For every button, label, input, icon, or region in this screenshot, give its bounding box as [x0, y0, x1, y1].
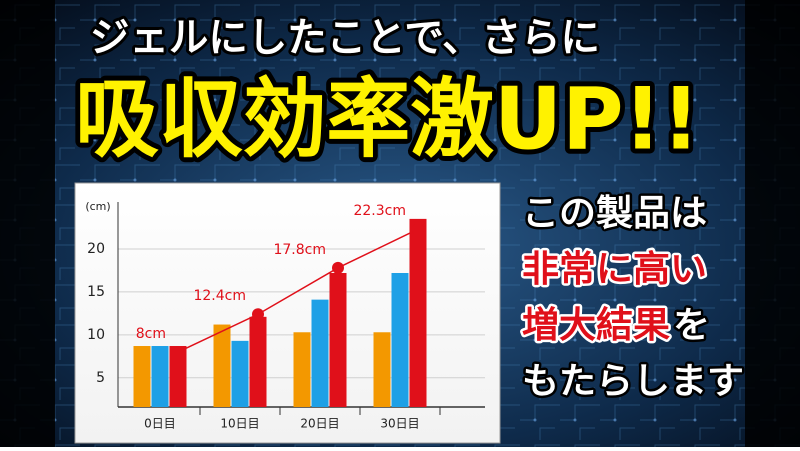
right-band	[745, 0, 800, 447]
data-label: 17.8cm	[273, 242, 326, 258]
side-text-segment: この製品は	[522, 193, 707, 234]
bar	[409, 218, 427, 407]
y-tick-label: 15	[87, 284, 105, 300]
trend-point	[332, 261, 344, 274]
data-label: 8cm	[136, 326, 166, 342]
x-tick-label: 30日目	[380, 417, 419, 431]
bar	[329, 273, 347, 407]
side-text-segment: 非常に高い	[522, 249, 707, 290]
x-tick-label: 20日目	[300, 417, 339, 431]
bar	[169, 346, 187, 407]
side-text-segment: を	[673, 305, 710, 346]
y-axis-label: (cm)	[85, 200, 110, 213]
data-label: 12.4cm	[193, 288, 246, 304]
headline: ジェルにしたことで、さらに	[90, 15, 600, 61]
trend-point	[252, 308, 264, 321]
x-tick-label: 10日目	[220, 417, 259, 431]
bar	[133, 346, 151, 407]
bar	[293, 332, 311, 407]
data-label: 22.3cm	[353, 203, 406, 219]
big-title: 吸収効率激UP!!	[75, 69, 700, 169]
x-tick-label: 0日目	[144, 417, 176, 431]
bar	[213, 324, 231, 407]
trend-line	[177, 228, 419, 353]
bar	[231, 340, 249, 407]
y-tick-label: 10	[87, 327, 105, 343]
trend-point	[412, 223, 424, 236]
bar	[311, 299, 329, 407]
side-text-segment: 増大結果	[522, 305, 670, 346]
left-band	[0, 0, 55, 447]
bar	[151, 346, 169, 407]
y-tick-label: 20	[87, 241, 105, 257]
bar	[391, 273, 409, 407]
y-tick-label: 5	[96, 370, 105, 386]
bar	[373, 332, 391, 407]
side-text-segment: もたらします	[522, 361, 744, 402]
bar	[249, 316, 267, 407]
trend-point	[172, 346, 184, 359]
